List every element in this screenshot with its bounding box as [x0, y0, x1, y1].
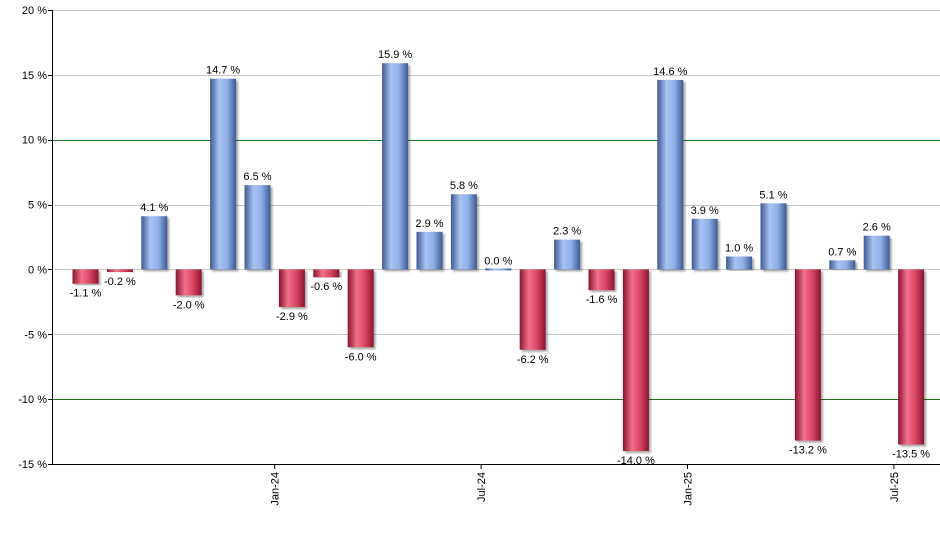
bars — [72, 63, 925, 451]
data-label: 6.5 % — [243, 171, 271, 183]
bar-negative — [898, 269, 925, 445]
data-label: 0.0 % — [484, 255, 512, 267]
y-tick-label: -10 % — [18, 394, 47, 406]
data-label: 2.9 % — [415, 218, 443, 230]
data-label: -13.5 % — [892, 449, 930, 461]
data-label: -6.0 % — [345, 351, 377, 363]
bar-negative — [588, 269, 615, 291]
bar-negative — [347, 269, 374, 348]
x-axis-tick-labels: Jan-24 Jul-24 Jan-25 Jul-25 — [270, 472, 901, 506]
bar-positive — [691, 218, 718, 270]
bar-positive — [760, 203, 787, 270]
y-tick-label: 10 % — [22, 135, 47, 147]
data-label: 4.1 % — [140, 202, 168, 214]
data-label: 5.1 % — [759, 189, 787, 201]
data-label: 0.7 % — [828, 246, 856, 258]
bar-negative — [106, 269, 133, 272]
bar-positive — [829, 260, 856, 270]
data-label: 14.7 % — [206, 65, 240, 77]
bar-negative — [622, 269, 649, 451]
y-tick-label: -5 % — [24, 329, 47, 341]
bar-positive — [244, 185, 271, 270]
data-label: -0.2 % — [104, 276, 136, 288]
bar-positive — [554, 239, 581, 270]
data-label: 2.6 % — [863, 222, 891, 234]
x-tick-label: Jul-24 — [476, 472, 488, 502]
bar-negative — [72, 269, 99, 284]
x-tick-label: Jul-25 — [889, 472, 901, 502]
data-label: 1.0 % — [725, 243, 753, 255]
data-label: 14.6 % — [653, 66, 687, 78]
bar-negative — [794, 269, 821, 441]
data-label: -0.6 % — [310, 281, 342, 293]
bar-positive — [726, 256, 753, 270]
bar-negative — [175, 269, 202, 296]
bar-positive — [210, 78, 237, 270]
y-axis-tick-labels: 20 % 15 % 10 % 5 % 0 % -5 % -10 % -15 % — [18, 5, 47, 471]
data-label: 15.9 % — [378, 49, 412, 61]
data-label: -2.9 % — [276, 311, 308, 323]
x-tick-label: Jan-25 — [683, 472, 695, 506]
bar-positive — [863, 235, 890, 270]
bar-positive — [416, 231, 443, 270]
data-label: 3.9 % — [691, 205, 719, 217]
y-tick-label: 0 % — [28, 264, 47, 276]
data-label: 5.8 % — [450, 180, 478, 192]
bar-positive — [382, 63, 409, 270]
bar-positive — [450, 194, 477, 270]
data-label: -2.0 % — [173, 299, 205, 311]
y-tick-label: 5 % — [28, 200, 47, 212]
y-tick-label: 15 % — [22, 70, 47, 82]
data-label: -6.2 % — [517, 354, 549, 366]
bar-positive — [657, 80, 684, 270]
data-label: -14.0 % — [617, 455, 655, 467]
bar-positive — [141, 216, 168, 270]
x-tick-label: Jan-24 — [270, 472, 282, 506]
y-tick-label: 20 % — [22, 5, 47, 17]
bar-positive — [485, 268, 512, 271]
bar-negative — [313, 269, 340, 278]
bar-negative — [278, 269, 305, 307]
data-label: -1.1 % — [70, 288, 102, 300]
axes — [48, 10, 940, 469]
data-label: -13.2 % — [789, 445, 827, 457]
data-labels: -1.1 %-0.2 % 4.1 % -2.0 % 14.7 % 6.5 % -2.9 %… — [70, 49, 931, 467]
data-label: -1.6 % — [586, 294, 618, 306]
y-tick-label: -15 % — [18, 459, 47, 471]
bar-negative — [519, 269, 546, 350]
data-label: 2.3 % — [553, 226, 581, 238]
